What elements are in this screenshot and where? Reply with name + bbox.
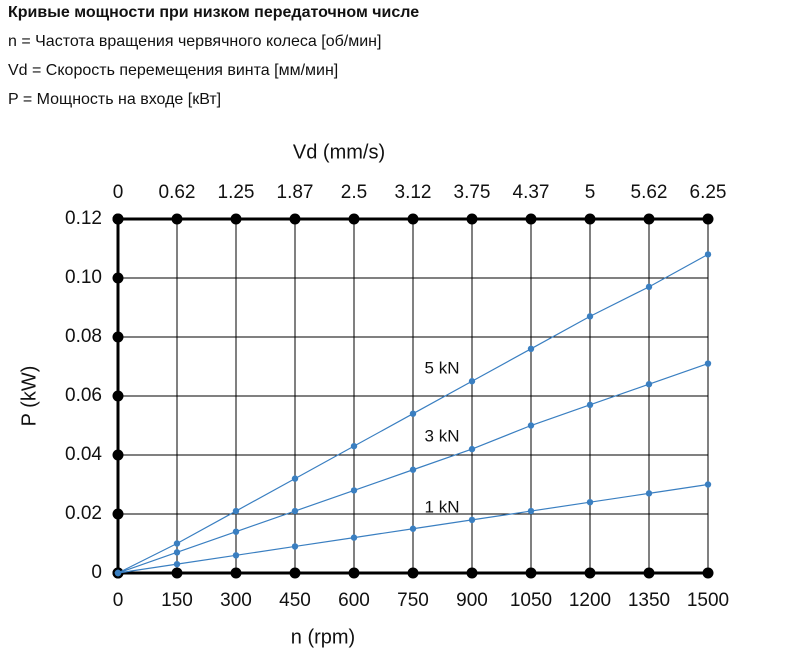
grid-node-left bbox=[112, 390, 124, 402]
data-point bbox=[704, 360, 712, 367]
data-point bbox=[468, 445, 476, 453]
x2-tick-label: 3.75 bbox=[454, 182, 491, 203]
data-point bbox=[232, 552, 240, 559]
data-point bbox=[704, 481, 712, 488]
x2-axis-title: Vd (mm/s) bbox=[293, 141, 385, 163]
data-point bbox=[586, 499, 594, 506]
data-point bbox=[645, 381, 653, 388]
legend-line-p: P = Мощность на входе [кВт] bbox=[8, 91, 222, 108]
grid-node-top bbox=[643, 213, 655, 225]
data-point bbox=[527, 507, 535, 515]
series-label: 1 kN bbox=[425, 497, 460, 516]
x2-tick-label: 1.87 bbox=[277, 182, 314, 203]
data-point bbox=[409, 525, 417, 532]
grid-node-top bbox=[171, 213, 183, 225]
grid-node-bottom bbox=[348, 567, 360, 579]
y-axis-title: P (kW) bbox=[18, 366, 40, 427]
grid-node-left bbox=[112, 508, 124, 520]
x2-tick-label: 4.37 bbox=[513, 182, 550, 203]
chart-title: Кривые мощности при низком передаточном … bbox=[8, 4, 420, 21]
x-tick-label: 1050 bbox=[510, 590, 552, 611]
x-tick-label: 0 bbox=[113, 590, 124, 611]
y-tick-label: 0.06 bbox=[65, 385, 102, 406]
data-point bbox=[527, 422, 535, 429]
data-point bbox=[645, 490, 653, 497]
x-tick-label: 1350 bbox=[628, 590, 670, 611]
x2-tick-label: 2.5 bbox=[341, 182, 367, 203]
data-point bbox=[527, 345, 535, 352]
grid-node-bottom bbox=[171, 567, 183, 579]
grid-node-bottom bbox=[466, 567, 478, 579]
data-point bbox=[232, 528, 240, 535]
chart-header: Кривые мощности при низком передаточном … bbox=[8, 3, 788, 119]
data-point bbox=[291, 543, 299, 550]
grid-node-bottom bbox=[643, 567, 655, 579]
grid-node-bottom bbox=[584, 567, 596, 579]
data-point bbox=[291, 475, 299, 482]
x-axis-title: n (rpm) bbox=[291, 626, 355, 648]
y-tick-label: 0.04 bbox=[65, 444, 102, 465]
series-label: 5 kN bbox=[425, 359, 460, 378]
grid-node-bottom bbox=[289, 567, 301, 579]
x2-tick-label: 5 bbox=[585, 182, 596, 203]
x2-tick-label: 6.25 bbox=[690, 182, 727, 203]
x-tick-label: 600 bbox=[338, 590, 370, 611]
data-point bbox=[114, 569, 122, 577]
data-point bbox=[468, 516, 476, 524]
x-tick-label: 450 bbox=[279, 590, 311, 611]
data-point bbox=[704, 251, 712, 258]
data-point bbox=[409, 466, 417, 473]
series-label: 3 kN bbox=[425, 427, 460, 446]
data-point bbox=[350, 442, 358, 450]
grid-node-top bbox=[289, 213, 301, 225]
data-point bbox=[645, 283, 653, 291]
data-point bbox=[232, 507, 240, 515]
x2-tick-label: 0.62 bbox=[159, 182, 196, 203]
grid-node-left bbox=[112, 213, 124, 225]
data-point bbox=[586, 313, 594, 320]
grid-node-left bbox=[112, 449, 124, 461]
data-point bbox=[291, 507, 299, 515]
x-tick-label: 900 bbox=[456, 590, 488, 611]
data-point bbox=[173, 540, 181, 547]
grid-node-top bbox=[702, 213, 714, 225]
grid-node-bottom bbox=[230, 567, 242, 579]
legend-line-vd: Vd = Скорость перемещения винта [мм/мин] bbox=[8, 62, 339, 79]
legend-line-n: n = Частота вращения червячного колеса [… bbox=[8, 33, 382, 50]
grid-node-top bbox=[348, 213, 360, 225]
y-tick-label: 0.12 bbox=[65, 208, 102, 229]
x-tick-label: 150 bbox=[161, 590, 193, 611]
grid-node-left bbox=[112, 331, 124, 343]
y-tick-label: 0.08 bbox=[65, 326, 102, 347]
grid-node-top bbox=[230, 213, 242, 225]
data-point bbox=[173, 560, 181, 568]
grid-node-bottom bbox=[407, 567, 419, 579]
grid-node-left bbox=[112, 272, 124, 284]
y-tick-label: 0 bbox=[91, 562, 102, 583]
data-point bbox=[350, 534, 358, 541]
x2-tick-label: 5.62 bbox=[631, 182, 668, 203]
x2-tick-label: 3.12 bbox=[395, 182, 432, 203]
y-tick-label: 0.02 bbox=[65, 503, 102, 524]
data-point bbox=[468, 378, 476, 385]
y-tick-label: 0.10 bbox=[65, 267, 102, 288]
grid-node-bottom bbox=[525, 567, 537, 579]
x-tick-label: 1200 bbox=[569, 590, 611, 611]
grid-node-top bbox=[584, 213, 596, 225]
data-point bbox=[350, 487, 358, 494]
x2-tick-label: 0 bbox=[113, 182, 124, 203]
data-point bbox=[409, 410, 417, 417]
grid-node-top bbox=[407, 213, 419, 225]
x-tick-label: 300 bbox=[220, 590, 252, 611]
data-point bbox=[586, 401, 594, 409]
x-tick-label: 1500 bbox=[687, 590, 729, 611]
x2-tick-label: 1.25 bbox=[218, 182, 255, 203]
grid-node-top bbox=[525, 213, 537, 225]
x-tick-label: 750 bbox=[397, 590, 429, 611]
data-point bbox=[173, 549, 181, 556]
grid-node-top bbox=[466, 213, 478, 225]
grid-node-bottom bbox=[702, 567, 714, 579]
